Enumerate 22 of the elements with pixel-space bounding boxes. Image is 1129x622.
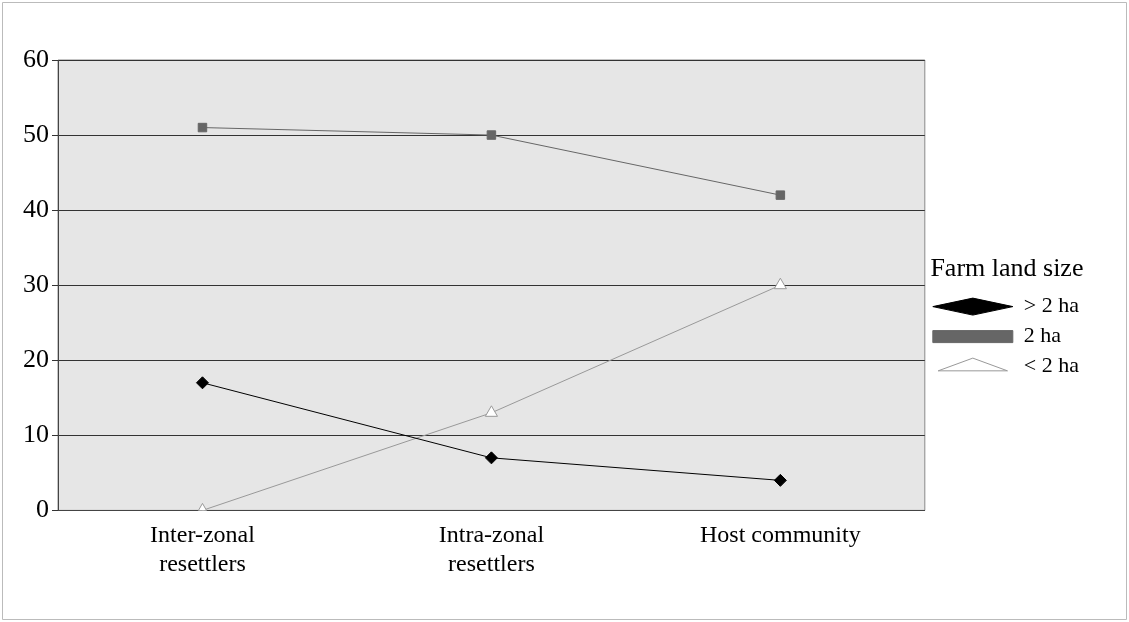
y-tick-label: 0	[36, 494, 49, 524]
y-tick-label: 20	[23, 344, 49, 374]
point	[773, 277, 787, 290]
legend-label: > 2 ha	[1023, 292, 1080, 318]
y-tick-label: 40	[23, 193, 49, 223]
legend-title: Farm land size	[930, 253, 1084, 283]
point	[195, 376, 209, 390]
point	[197, 122, 208, 133]
legend-label: 2 ha	[1023, 322, 1062, 348]
point	[484, 451, 498, 465]
y-tick-label: 60	[23, 43, 49, 73]
y-tick-label: 50	[23, 118, 49, 148]
point	[775, 190, 786, 200]
x-tick-label: Host community	[700, 521, 861, 548]
point	[773, 473, 787, 487]
point	[484, 405, 498, 417]
legend-label: < 2 ha	[1023, 352, 1080, 378]
y-tick-label: 30	[23, 269, 49, 299]
x-tick-label: Intra-zonal resettlers	[438, 521, 545, 576]
y-tick-label: 10	[23, 419, 49, 449]
point	[486, 130, 497, 140]
x-tick-label: Inter-zonal resettlers	[150, 521, 256, 576]
